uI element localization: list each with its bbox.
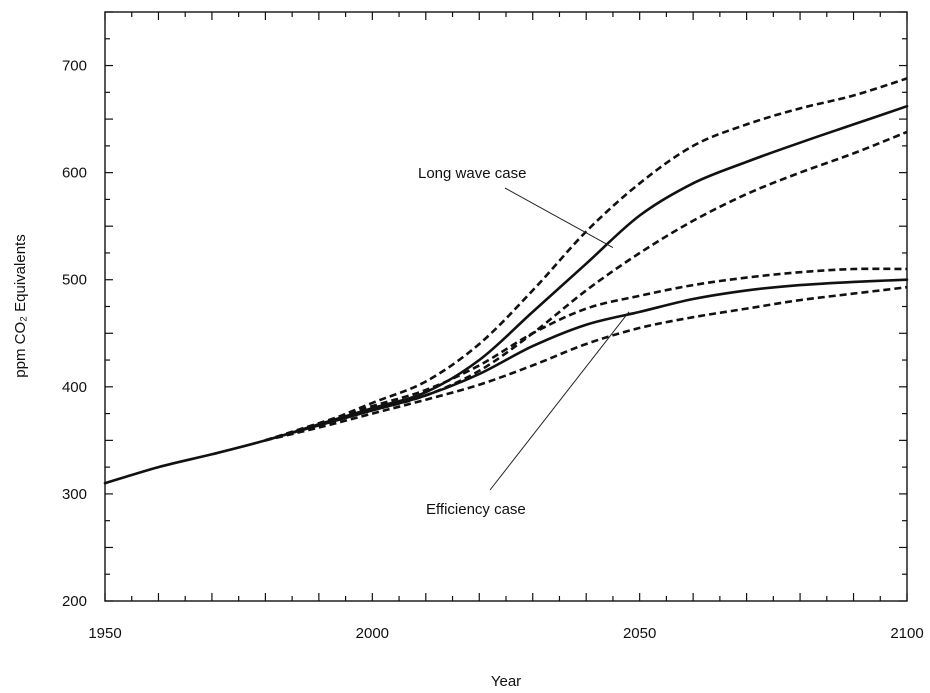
annotation-label: Long wave case (418, 165, 526, 182)
series-line-1 (265, 77, 908, 442)
series-line-4 (264, 267, 908, 442)
y-axis-title: ppm CO₂ Equivalents (12, 234, 29, 377)
series-line-0 (103, 104, 909, 485)
x-axis-title: Year (491, 673, 521, 690)
y-tick-label: 600 (62, 165, 87, 182)
x-tick-label: 2100 (890, 625, 923, 642)
series-line-3 (264, 278, 909, 442)
y-tick-label: 700 (62, 58, 87, 75)
annotation-leader-line (489, 311, 630, 491)
x-tick-label: 2050 (623, 625, 656, 642)
annotation-label: Efficiency case (426, 501, 526, 518)
annotation-leader-line (504, 187, 614, 249)
annotations: Long wave case Efficiency case (418, 165, 630, 518)
plot-frame (104, 11, 908, 602)
axis-tick-labels: 1950 2000 2050 2100 200 300 400 500 600 700 (62, 58, 924, 642)
y-tick-label: 500 (62, 272, 87, 289)
series-line-2 (265, 130, 908, 442)
x-tick-label: 1950 (88, 625, 121, 642)
y-tick-label: 300 (62, 486, 87, 503)
y-tick-label: 400 (62, 379, 87, 396)
series-line-5 (265, 285, 908, 442)
x-tick-label: 2000 (356, 625, 389, 642)
y-tick-label: 200 (62, 593, 87, 610)
data-series (103, 77, 909, 485)
